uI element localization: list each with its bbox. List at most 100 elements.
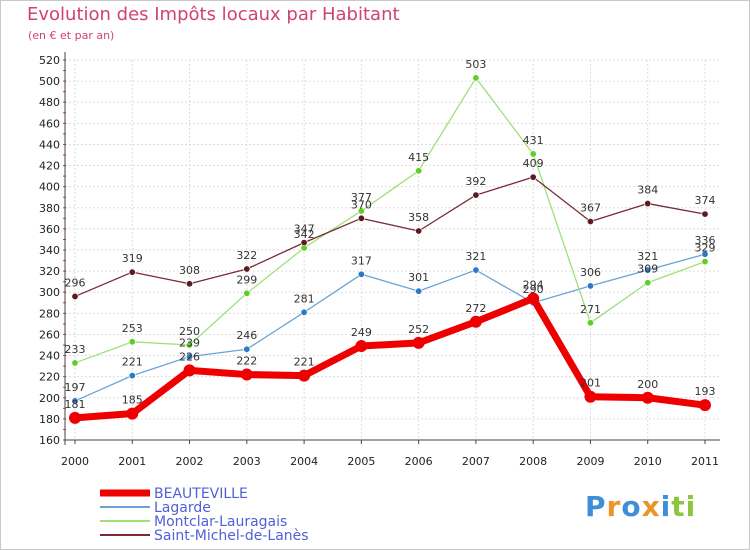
data-point-saint-michel-de-lan-s xyxy=(300,239,308,247)
x-tick-label: 2007 xyxy=(462,455,490,468)
data-point-montclar-lauragais xyxy=(186,341,194,349)
data-label-beauteville: 294 xyxy=(523,279,544,292)
data-label-lagarde: 317 xyxy=(351,254,372,267)
chart-title: Evolution des Impôts locaux par Habitant xyxy=(27,4,400,25)
data-label-beauteville: 272 xyxy=(465,302,486,315)
data-label-montclar-lauragais: 342 xyxy=(294,228,315,241)
data-label-saint-michel-de-lan-s: 322 xyxy=(236,249,257,262)
data-point-saint-michel-de-lan-s xyxy=(644,200,652,208)
y-tick-label: 300 xyxy=(39,286,60,299)
data-point-lagarde xyxy=(701,250,709,258)
data-label-saint-michel-de-lan-s: 384 xyxy=(637,184,658,197)
x-tick-label: 2010 xyxy=(634,455,662,468)
data-label-montclar-lauragais: 253 xyxy=(122,322,143,335)
y-tick-label: 280 xyxy=(39,307,60,320)
data-point-beauteville xyxy=(412,336,425,349)
data-point-beauteville xyxy=(183,364,196,377)
data-point-saint-michel-de-lan-s xyxy=(415,227,423,235)
data-point-montclar-lauragais xyxy=(529,150,537,158)
data-label-lagarde: 321 xyxy=(637,250,658,263)
data-point-beauteville xyxy=(298,369,311,382)
data-point-lagarde xyxy=(644,266,652,274)
y-tick-label: 400 xyxy=(39,181,60,194)
logo-letter: i xyxy=(660,490,672,523)
data-point-montclar-lauragais xyxy=(415,167,423,175)
data-label-beauteville: 226 xyxy=(179,350,200,363)
data-point-lagarde xyxy=(71,397,79,405)
x-tick-label: 2006 xyxy=(405,455,433,468)
y-tick-label: 320 xyxy=(39,265,60,278)
y-tick-label: 480 xyxy=(39,96,60,109)
data-label-montclar-lauragais: 415 xyxy=(408,151,429,164)
data-point-lagarde xyxy=(300,308,308,316)
data-label-lagarde: 197 xyxy=(65,381,86,394)
data-label-montclar-lauragais: 250 xyxy=(179,325,200,338)
data-label-saint-michel-de-lan-s: 358 xyxy=(408,211,429,224)
data-point-montclar-lauragais xyxy=(243,289,251,297)
data-label-saint-michel-de-lan-s: 374 xyxy=(695,194,716,207)
data-point-montclar-lauragais xyxy=(128,338,136,346)
data-point-lagarde xyxy=(415,287,423,295)
data-label-beauteville: 181 xyxy=(65,398,86,411)
y-tick-label: 180 xyxy=(39,413,60,426)
logo-letter: o xyxy=(621,490,642,523)
data-point-montclar-lauragais xyxy=(472,74,480,82)
chart-subtitle: (en € et par an) xyxy=(28,29,115,42)
series-line-beauteville xyxy=(71,295,709,422)
series-layer xyxy=(69,74,711,424)
axis-layer: 160 180 200 220 240 260 280 300 320 340 360 380 400 4… xyxy=(39,52,720,468)
y-tick-label: 340 xyxy=(39,244,60,257)
y-tick-label: 260 xyxy=(39,328,60,341)
data-label-saint-michel-de-lan-s: 367 xyxy=(580,202,601,215)
data-point-montclar-lauragais xyxy=(701,258,709,266)
legend-label-lagarde: Lagarde xyxy=(154,500,211,516)
x-tick-label: 2001 xyxy=(118,455,146,468)
data-label-lagarde: 301 xyxy=(408,271,429,284)
y-tick-label: 440 xyxy=(39,138,60,151)
proxiti-logo: Proxiti xyxy=(585,490,696,523)
data-point-saint-michel-de-lan-s xyxy=(472,191,480,199)
data-point-beauteville xyxy=(527,292,540,305)
data-point-saint-michel-de-lan-s xyxy=(128,268,136,276)
data-point-saint-michel-de-lan-s xyxy=(357,214,365,222)
data-label-beauteville: 185 xyxy=(122,394,143,407)
data-point-montclar-lauragais xyxy=(357,207,365,215)
data-point-lagarde xyxy=(586,282,594,290)
y-tick-label: 420 xyxy=(39,160,60,173)
data-point-beauteville xyxy=(584,390,597,403)
data-point-saint-michel-de-lan-s xyxy=(186,280,194,288)
data-point-beauteville xyxy=(240,368,253,381)
x-tick-label: 2002 xyxy=(176,455,204,468)
logo-letter: t xyxy=(671,490,686,523)
data-label-montclar-lauragais: 299 xyxy=(236,273,257,286)
logo-letter: x xyxy=(641,490,661,523)
data-label-montclar-lauragais: 503 xyxy=(465,58,486,71)
data-label-montclar-lauragais: 431 xyxy=(523,134,544,147)
x-tick-label: 2004 xyxy=(290,455,318,468)
series-line-saint-michel-de-lan-s xyxy=(74,176,706,298)
data-label-lagarde: 321 xyxy=(465,250,486,263)
data-label-beauteville: 193 xyxy=(695,385,716,398)
data-label-lagarde: 281 xyxy=(294,292,315,305)
data-label-layer: 197 221 239 246 281 317 301 321 290 306 321 336 233 2… xyxy=(65,58,716,411)
data-label-saint-michel-de-lan-s: 296 xyxy=(65,276,86,289)
data-label-montclar-lauragais: 233 xyxy=(65,343,86,356)
x-tick-label: 2009 xyxy=(576,455,604,468)
legend: BEAUTEVILLELagardeMontclar-LauragaisSain… xyxy=(100,486,309,544)
data-point-beauteville xyxy=(469,315,482,328)
x-tick-label: 2000 xyxy=(61,455,89,468)
data-point-montclar-lauragais xyxy=(644,279,652,287)
data-point-saint-michel-de-lan-s xyxy=(71,292,79,300)
data-point-lagarde xyxy=(472,266,480,274)
series-line-lagarde xyxy=(74,253,706,402)
series-line-montclar-lauragais xyxy=(74,77,706,364)
data-label-saint-michel-de-lan-s: 370 xyxy=(351,198,372,211)
x-tick-label: 2003 xyxy=(233,455,261,468)
data-point-lagarde xyxy=(186,353,194,361)
data-label-beauteville: 222 xyxy=(236,355,257,368)
grid-layer xyxy=(65,59,720,441)
data-label-beauteville: 252 xyxy=(408,323,429,336)
data-label-lagarde: 306 xyxy=(580,266,601,279)
data-point-beauteville xyxy=(699,399,711,412)
